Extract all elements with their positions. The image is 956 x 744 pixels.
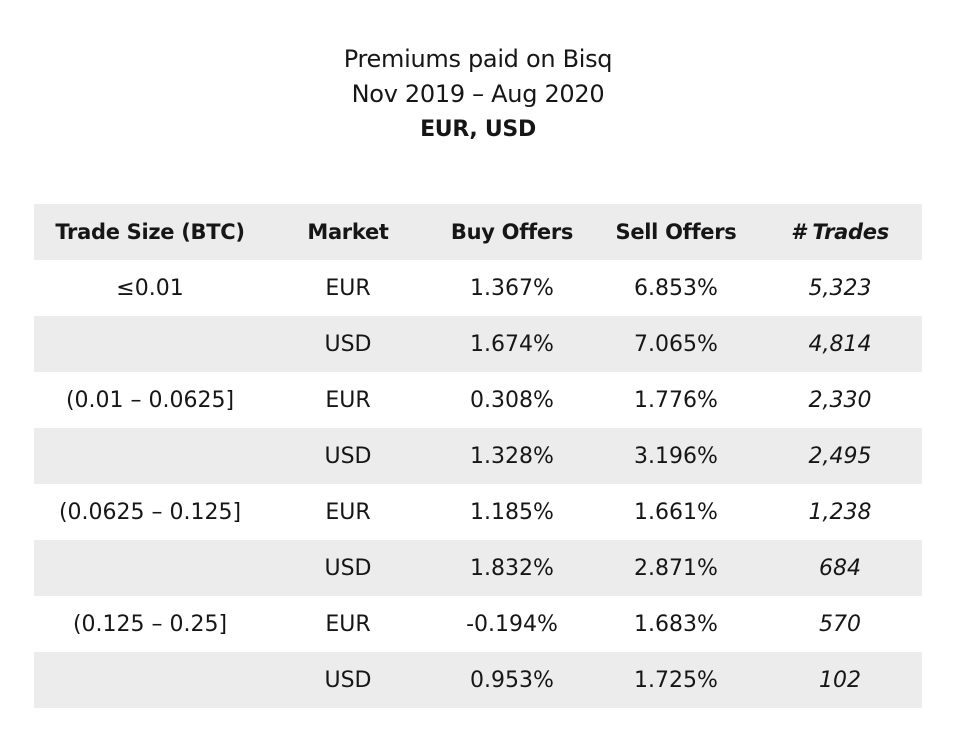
cell-buy-offers: 0.308% — [470, 387, 554, 413]
premiums-table: Trade Size (BTC) Market Buy Offers Sell … — [34, 204, 922, 708]
cell-sell-offers: 6.853% — [634, 275, 718, 301]
cell-trade-size — [34, 540, 266, 596]
cell-buy-offers: 1.832% — [470, 555, 554, 581]
cell-buy-offers: 1.674% — [470, 331, 554, 357]
cell-trade-size — [34, 316, 266, 372]
header-buy-offers: Buy Offers — [450, 220, 574, 244]
cell-trades: 4,814 — [808, 331, 872, 357]
cell-market: USD — [324, 667, 372, 693]
cell-trades: 2,495 — [808, 443, 872, 469]
table-title: Premiums paid on Bisq Nov 2019 – Aug 202… — [0, 42, 956, 147]
table-row: (0.125 – 0.25] EUR -0.194% 1.683% 570 — [34, 596, 922, 652]
cell-trades: 1,238 — [808, 499, 872, 525]
cell-sell-offers: 1.661% — [634, 499, 718, 525]
cell-trade-size — [34, 428, 266, 484]
cell-market: EUR — [325, 387, 371, 413]
table-row: USD 1.674% 7.065% 4,814 — [34, 316, 922, 372]
header-trades: # Trades — [791, 220, 889, 244]
cell-trades: 684 — [819, 555, 861, 581]
title-line-main: Premiums paid on Bisq — [343, 45, 613, 73]
cell-buy-offers: 0.953% — [470, 667, 554, 693]
cell-sell-offers: 1.776% — [634, 387, 718, 413]
cell-buy-offers: 1.185% — [470, 499, 554, 525]
table-row: (0.0625 – 0.125] EUR 1.185% 1.661% 1,238 — [34, 484, 922, 540]
cell-market: EUR — [325, 499, 371, 525]
header-row: Trade Size (BTC) Market Buy Offers Sell … — [34, 204, 922, 260]
title-line-period: Nov 2019 – Aug 2020 — [351, 80, 605, 108]
cell-sell-offers: 1.683% — [634, 611, 718, 637]
cell-sell-offers: 1.725% — [634, 667, 718, 693]
cell-market: EUR — [325, 275, 371, 301]
cell-buy-offers: -0.194% — [466, 611, 558, 637]
title-line-markets: EUR, USD — [420, 117, 536, 142]
cell-trades: 5,323 — [808, 275, 872, 301]
header-sell-offers: Sell Offers — [615, 220, 737, 244]
cell-market: USD — [324, 555, 372, 581]
cell-buy-offers: 1.328% — [470, 443, 554, 469]
cell-buy-offers: 1.367% — [470, 275, 554, 301]
cell-trade-size: (0.125 – 0.25] — [72, 611, 228, 637]
table-row: USD 0.953% 1.725% 102 — [34, 652, 922, 708]
table-row: USD 1.832% 2.871% 684 — [34, 540, 922, 596]
table-row: ≤0.01 EUR 1.367% 6.853% 5,323 — [34, 260, 922, 316]
cell-trades: 2,330 — [808, 387, 872, 413]
cell-market: USD — [324, 443, 372, 469]
cell-trades: 570 — [819, 611, 861, 637]
cell-trade-size: ≤0.01 — [116, 275, 184, 301]
header-trade-size: Trade Size (BTC) — [55, 220, 245, 244]
cell-trade-size — [34, 652, 266, 708]
cell-sell-offers: 7.065% — [634, 331, 718, 357]
table-row: (0.01 – 0.0625] EUR 0.308% 1.776% 2,330 — [34, 372, 922, 428]
cell-trades: 102 — [819, 667, 861, 693]
cell-trade-size: (0.01 – 0.0625] — [65, 387, 235, 413]
table-row: USD 1.328% 3.196% 2,495 — [34, 428, 922, 484]
cell-trade-size: (0.0625 – 0.125] — [58, 499, 242, 525]
cell-sell-offers: 2.871% — [634, 555, 718, 581]
cell-market: USD — [324, 331, 372, 357]
header-market: Market — [307, 220, 389, 244]
cell-market: EUR — [325, 611, 371, 637]
cell-sell-offers: 3.196% — [634, 443, 718, 469]
